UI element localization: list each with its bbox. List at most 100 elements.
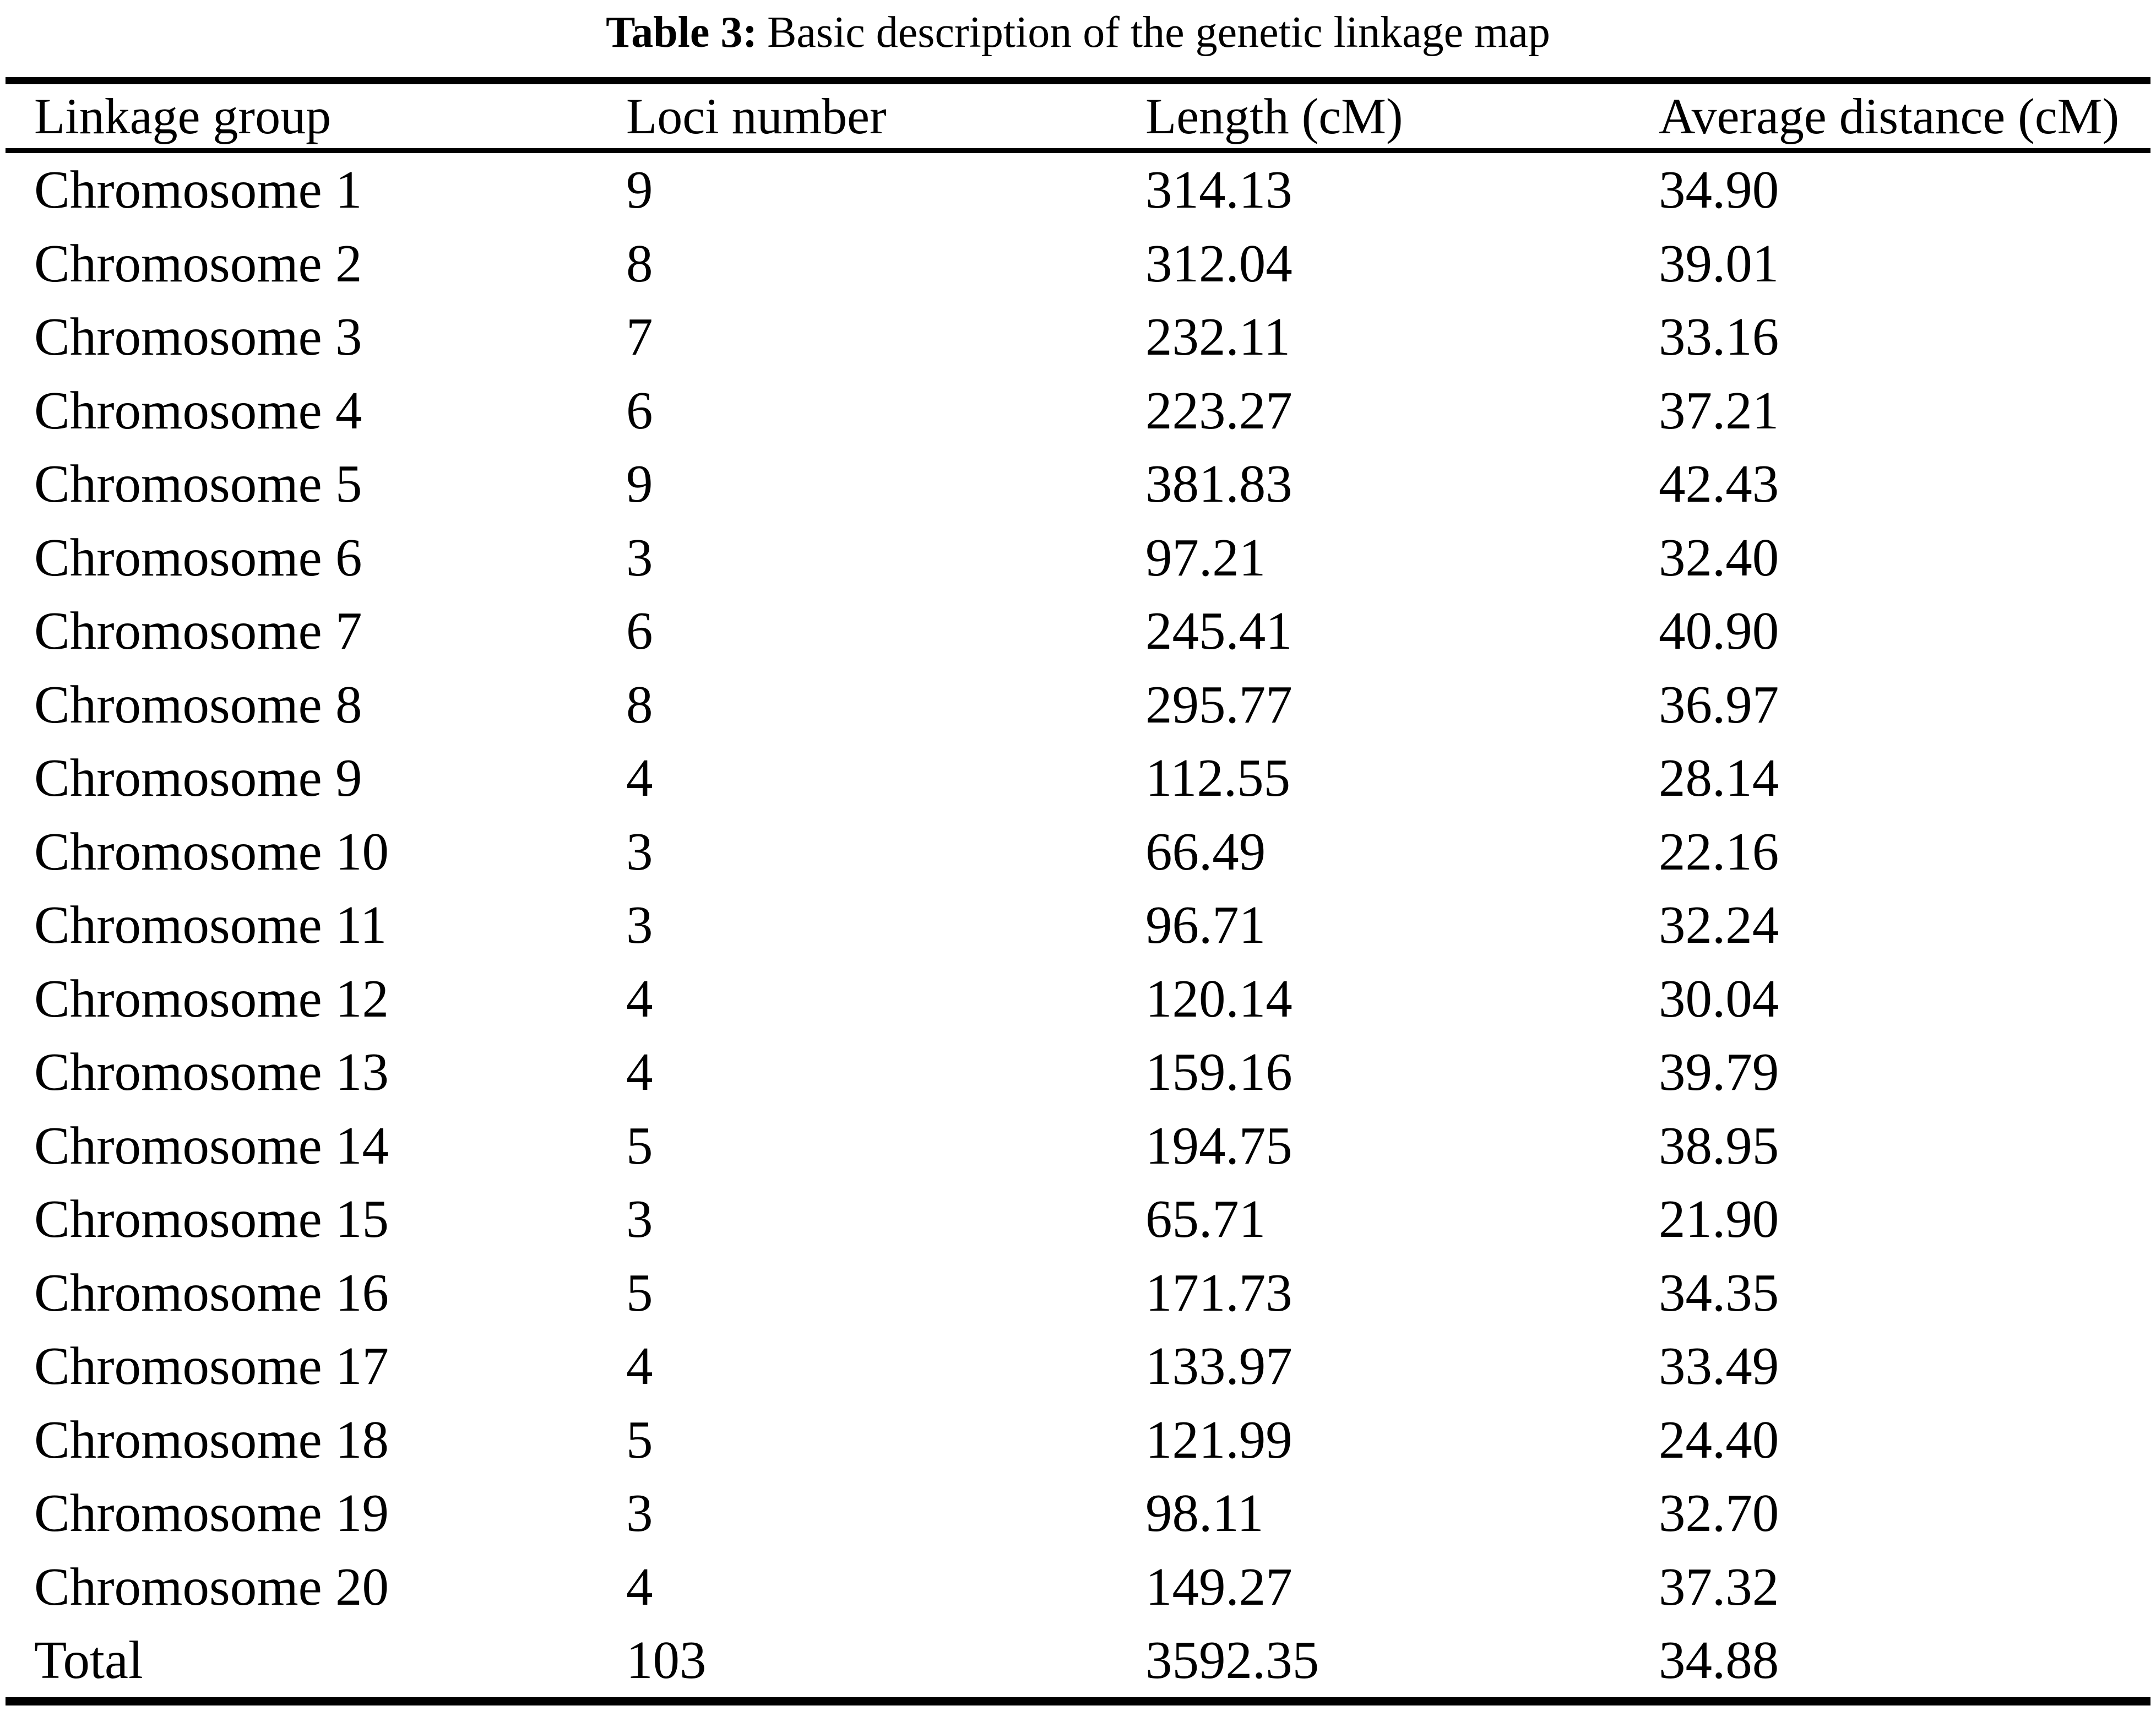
avg-distance-cell: 30.04: [1659, 969, 1779, 1028]
loci-number-cell: 6: [626, 381, 653, 440]
linkage-group-cell: Chromosome 7: [34, 601, 362, 661]
table-body: Chromosome 1 9 314.13 34.90 Chromosome 2…: [6, 153, 2150, 1697]
table-caption-label: Table 3:: [606, 8, 758, 57]
loci-number-cell: 6: [626, 601, 653, 661]
table-row: Chromosome 7 6 245.41 40.90: [6, 594, 2150, 668]
avg-distance-cell: 37.32: [1659, 1557, 1779, 1616]
table-row: Chromosome 20 4 149.27 37.32: [6, 1550, 2150, 1624]
linkage-group-cell: Chromosome 4: [34, 381, 362, 440]
avg-distance-cell: 40.90: [1659, 601, 1779, 661]
table-header-row: Linkage group Loci number Length (cM) Av…: [6, 84, 2150, 148]
loci-number-cell: 9: [626, 160, 653, 220]
table-header-rule: [6, 148, 2150, 153]
linkage-group-cell: Chromosome 8: [34, 675, 362, 734]
length-cell: 3592.35: [1145, 1631, 1319, 1690]
table-row: Chromosome 19 3 98.11 32.70: [6, 1476, 2150, 1550]
length-cell: 159.16: [1145, 1042, 1292, 1102]
table-row: Chromosome 4 6 223.27 37.21: [6, 374, 2150, 448]
linkage-group-cell: Chromosome 12: [34, 969, 389, 1028]
linkage-group-cell: Chromosome 9: [34, 748, 362, 808]
loci-number-cell: 4: [626, 1557, 653, 1616]
length-cell: 120.14: [1145, 969, 1292, 1028]
loci-number-cell: 9: [626, 454, 653, 514]
linkage-group-cell: Chromosome 14: [34, 1116, 389, 1175]
length-cell: 66.49: [1145, 822, 1266, 881]
loci-number-cell: 4: [626, 1042, 653, 1102]
length-cell: 149.27: [1145, 1557, 1292, 1616]
length-cell: 133.97: [1145, 1337, 1292, 1396]
loci-number-cell: 5: [626, 1263, 653, 1322]
linkage-group-cell: Chromosome 1: [34, 160, 362, 220]
linkage-group-cell: Total: [34, 1631, 143, 1690]
table-top-rule: [6, 77, 2150, 84]
avg-distance-cell: 42.43: [1659, 454, 1779, 514]
linkage-group-cell: Chromosome 15: [34, 1189, 389, 1249]
linkage-group-cell: Chromosome 10: [34, 822, 389, 881]
table-row: Chromosome 3 7 232.11 33.16: [6, 300, 2150, 374]
table-row: Chromosome 10 3 66.49 22.16: [6, 815, 2150, 889]
table-row: Chromosome 17 4 133.97 33.49: [6, 1329, 2150, 1403]
avg-distance-cell: 28.14: [1659, 748, 1779, 808]
table-row: Chromosome 12 4 120.14 30.04: [6, 962, 2150, 1036]
table-row: Chromosome 9 4 112.55 28.14: [6, 741, 2150, 815]
linkage-group-cell: Chromosome 20: [34, 1557, 389, 1616]
length-cell: 112.55: [1145, 748, 1291, 808]
avg-distance-cell: 39.79: [1659, 1042, 1779, 1102]
avg-distance-cell: 22.16: [1659, 822, 1779, 881]
avg-distance-cell: 34.35: [1659, 1263, 1779, 1322]
linkage-group-cell: Chromosome 5: [34, 454, 362, 514]
linkage-group-cell: Chromosome 6: [34, 528, 362, 587]
linkage-group-cell: Chromosome 11: [34, 895, 387, 955]
avg-distance-cell: 32.70: [1659, 1484, 1779, 1543]
loci-number-cell: 5: [626, 1410, 653, 1469]
length-cell: 381.83: [1145, 454, 1292, 514]
length-cell: 245.41: [1145, 601, 1292, 661]
avg-distance-cell: 33.49: [1659, 1337, 1779, 1396]
avg-distance-cell: 39.01: [1659, 233, 1779, 293]
table-row: Chromosome 15 3 65.71 21.90: [6, 1182, 2150, 1256]
table-row: Chromosome 1 9 314.13 34.90: [6, 153, 2150, 227]
table-caption: Table 3: Basic description of the genetic…: [0, 0, 2156, 65]
linkage-group-cell: Chromosome 19: [34, 1484, 389, 1543]
length-cell: 98.11: [1145, 1484, 1264, 1543]
length-cell: 171.73: [1145, 1263, 1292, 1322]
length-cell: 312.04: [1145, 233, 1292, 293]
length-cell: 295.77: [1145, 675, 1292, 734]
header-linkage-group: Linkage group: [34, 88, 332, 144]
loci-number-cell: 3: [626, 1484, 653, 1543]
table-row: Chromosome 2 8 312.04 39.01: [6, 227, 2150, 301]
length-cell: 232.11: [1145, 307, 1291, 367]
loci-number-cell: 4: [626, 969, 653, 1028]
loci-number-cell: 4: [626, 748, 653, 808]
avg-distance-cell: 34.88: [1659, 1631, 1779, 1690]
loci-number-cell: 3: [626, 822, 653, 881]
table-row: Chromosome 14 5 194.75 38.95: [6, 1109, 2150, 1183]
avg-distance-cell: 33.16: [1659, 307, 1779, 367]
avg-distance-cell: 21.90: [1659, 1189, 1779, 1249]
table-row: Chromosome 13 4 159.16 39.79: [6, 1035, 2150, 1109]
length-cell: 97.21: [1145, 528, 1266, 587]
linkage-group-cell: Chromosome 3: [34, 307, 362, 367]
linkage-group-cell: Chromosome 18: [34, 1410, 389, 1469]
loci-number-cell: 4: [626, 1337, 653, 1396]
linkage-group-cell: Chromosome 2: [34, 233, 362, 293]
length-cell: 314.13: [1145, 160, 1292, 220]
loci-number-cell: 103: [626, 1631, 707, 1690]
header-average-distance: Average distance (cM): [1659, 88, 2120, 144]
header-loci-number: Loci number: [626, 88, 887, 144]
avg-distance-cell: 24.40: [1659, 1410, 1779, 1469]
table-row: Chromosome 16 5 171.73 34.35: [6, 1256, 2150, 1330]
loci-number-cell: 3: [626, 528, 653, 587]
table-row: Chromosome 8 8 295.77 36.97: [6, 668, 2150, 742]
table-row: Chromosome 5 9 381.83 42.43: [6, 447, 2150, 521]
avg-distance-cell: 32.24: [1659, 895, 1779, 955]
table-bottom-rule: [6, 1697, 2150, 1705]
table-caption-text: Basic description of the genetic linkage…: [767, 8, 1550, 57]
avg-distance-cell: 36.97: [1659, 675, 1779, 734]
length-cell: 223.27: [1145, 381, 1292, 440]
linkage-group-cell: Chromosome 13: [34, 1042, 389, 1102]
loci-number-cell: 8: [626, 675, 653, 734]
avg-distance-cell: 32.40: [1659, 528, 1779, 587]
header-length: Length (cM): [1145, 88, 1403, 144]
